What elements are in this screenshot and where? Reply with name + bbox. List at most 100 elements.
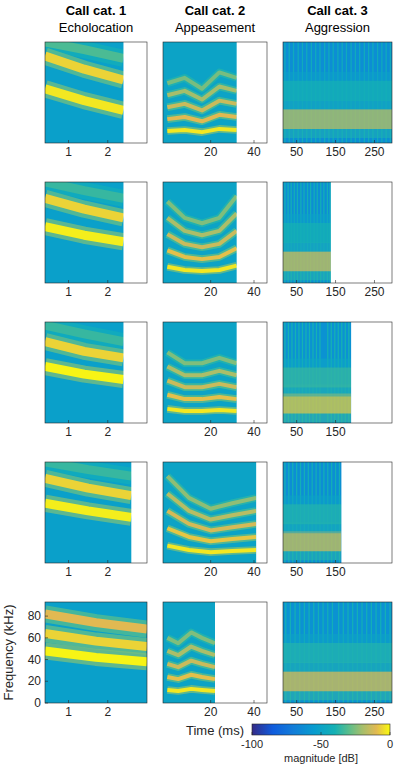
panel: 2040Call cat. 2Appeasement (163, 3, 268, 159)
band-glow (45, 478, 131, 495)
frame (163, 462, 267, 563)
x-tick-label: 250 (364, 285, 384, 299)
x-axis-title: Time (ms) (186, 723, 244, 738)
plot-area (45, 322, 147, 423)
background (283, 602, 392, 703)
frame (45, 182, 147, 283)
no-signal (123, 42, 147, 143)
x-tick-label: 40 (247, 705, 261, 719)
frame (163, 42, 267, 143)
harmonic-band (167, 409, 236, 411)
panel: 2040 (163, 461, 268, 579)
plot-area (163, 182, 267, 283)
x-tick (68, 420, 69, 423)
panel: 50150 (283, 461, 393, 579)
band-glow (167, 367, 236, 376)
x-tick-label: 50 (290, 145, 304, 159)
plot-area (283, 322, 392, 423)
harmonic-band (45, 651, 147, 662)
panel: 50150250 (283, 602, 392, 719)
no-signal (215, 602, 267, 703)
plot-area (163, 322, 267, 423)
no-signal (123, 322, 147, 423)
band-glow (167, 632, 215, 643)
band-glow (45, 651, 147, 662)
band-glow (45, 367, 123, 380)
colorbar-scale (252, 724, 390, 735)
x-tick (296, 280, 297, 283)
harmonic-band (167, 647, 215, 656)
plot-area (163, 602, 267, 703)
y-axis-title: Frequency (kHz) (1, 604, 16, 700)
harmonic-band (283, 531, 341, 551)
x-tick-label: 40 (247, 145, 261, 159)
band-glow (45, 503, 131, 517)
background (283, 322, 392, 423)
band-glow (283, 495, 341, 533)
harmonic-band (167, 352, 236, 363)
y-tick (45, 637, 48, 638)
no-signal (237, 182, 267, 283)
band-glow (167, 129, 236, 132)
x-tick (296, 560, 297, 563)
plot-area (45, 602, 147, 703)
column-subtitle: Appeasement (175, 20, 256, 35)
x-tick (107, 700, 108, 703)
harmonic-band (45, 614, 147, 629)
frame (163, 322, 267, 423)
column-subtitle: Aggression (305, 20, 370, 35)
x-tick (254, 560, 255, 563)
x-tick-label: 150 (326, 285, 346, 299)
background (163, 602, 267, 703)
x-tick (210, 560, 211, 563)
background (163, 322, 267, 423)
x-tick-label: 2 (104, 425, 111, 439)
frame (45, 42, 147, 143)
background (45, 462, 147, 563)
y-tick (45, 681, 48, 682)
x-tick (296, 700, 297, 703)
panel: 50 150 (283, 321, 393, 439)
panel: 12 (45, 321, 148, 439)
background (163, 182, 267, 283)
no-signal (237, 42, 267, 143)
panel: 12Call cat. 1Echolocation (45, 3, 148, 159)
background (283, 182, 392, 283)
panel: 12 (45, 181, 148, 299)
x-tick (107, 420, 108, 423)
column-title: Call cat. 3 (307, 3, 368, 18)
x-tick-label: 50 (290, 425, 304, 439)
harmonic-band (167, 381, 236, 388)
x-tick-label: 1 (65, 285, 72, 299)
panel: 2040Time (ms) (163, 601, 268, 738)
band-glow (45, 614, 147, 629)
band-glow (167, 395, 236, 399)
plot-area (163, 42, 267, 143)
x-tick-label: 150 (326, 425, 346, 439)
x-tick (335, 560, 336, 563)
band-glow (283, 72, 392, 110)
x-tick (374, 280, 375, 283)
y-tick-label: 0 (34, 696, 41, 710)
harmonic-band (45, 198, 123, 218)
x-tick-label: 150 (326, 705, 346, 719)
x-tick-label: 40 (247, 565, 261, 579)
harmonic-band (283, 393, 351, 413)
colorbar-tick (390, 732, 391, 735)
x-tick-label: 1 (65, 145, 72, 159)
x-tick (107, 560, 108, 563)
x-tick (335, 420, 336, 423)
x-tick-label: 20 (204, 285, 218, 299)
band-glow (167, 115, 236, 122)
x-tick-label: 50 (290, 285, 304, 299)
x-tick (254, 700, 255, 703)
frame (45, 462, 147, 563)
harmonic-band (167, 476, 256, 509)
harmonic-band (167, 632, 215, 643)
x-tick (335, 700, 336, 703)
background (45, 42, 147, 143)
frame (45, 322, 147, 423)
harmonic-band (167, 546, 256, 553)
panel: 12 (45, 461, 148, 579)
y-tick (45, 616, 48, 617)
